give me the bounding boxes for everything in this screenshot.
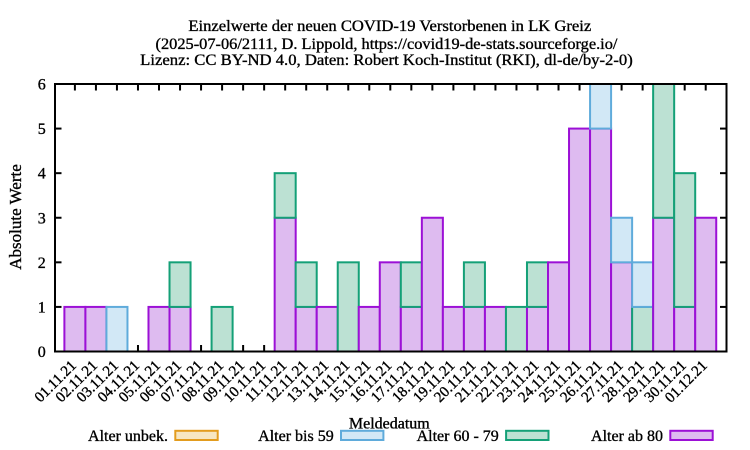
- svg-text:5: 5: [38, 121, 46, 138]
- svg-text:4: 4: [38, 166, 46, 183]
- svg-text:Lizenz: CC BY-ND 4.0, Daten: R: Lizenz: CC BY-ND 4.0, Daten: Robert Koch…: [140, 52, 633, 69]
- svg-text:(2025-07-06/2111, D. Lippold,: (2025-07-06/2111, D. Lippold, https://co…: [156, 36, 618, 53]
- svg-text:Einzelwerte der neuen COVID-19: Einzelwerte der neuen COVID-19 Verstorbe…: [188, 18, 591, 35]
- svg-text:Alter bis 59: Alter bis 59: [258, 428, 334, 445]
- svg-text:Alter ab 80: Alter ab 80: [591, 428, 663, 445]
- svg-text:2: 2: [38, 255, 46, 272]
- svg-text:Alter unbek.: Alter unbek.: [88, 428, 168, 445]
- svg-text:1: 1: [38, 299, 46, 316]
- svg-text:6: 6: [38, 77, 46, 94]
- svg-text:Alter 60 - 79: Alter 60 - 79: [417, 428, 499, 445]
- svg-text:Meldedatum: Meldedatum: [349, 416, 430, 433]
- svg-text:Absolute Werte: Absolute Werte: [6, 164, 25, 270]
- svg-text:3: 3: [38, 210, 46, 227]
- svg-text:0: 0: [38, 344, 46, 361]
